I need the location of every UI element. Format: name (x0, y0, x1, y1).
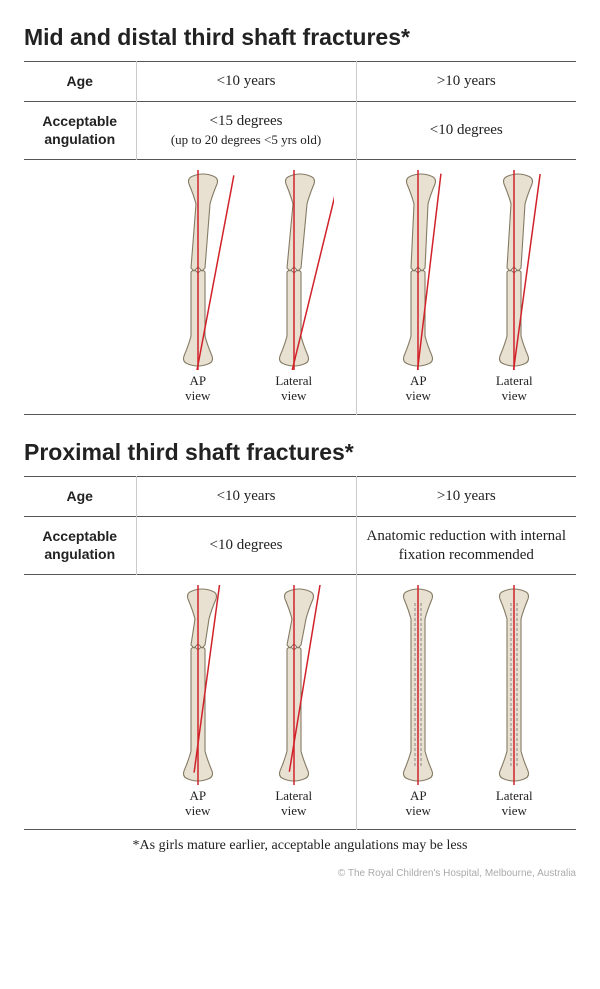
fracture-table: Age<10 years>10 years Acceptableangulatio… (24, 61, 576, 415)
row-label-age: Age (24, 477, 136, 517)
footnote: *As girls mature earlier, acceptable ang… (24, 838, 576, 854)
bone-figure: Lateralview (474, 585, 554, 819)
bone-diagram (378, 170, 458, 370)
view-label: APview (185, 374, 210, 404)
row-label-angulation: Acceptableangulation (24, 516, 136, 575)
bone-cell: APview Lateralview (356, 575, 576, 830)
bone-diagram (254, 585, 334, 785)
angulation-value: <15 degrees(up to 20 degrees <5 yrs old) (136, 101, 356, 160)
bone-diagram (474, 585, 554, 785)
bone-figure: APview (158, 585, 238, 819)
age-value: >10 years (356, 477, 576, 517)
view-label: APview (406, 374, 431, 404)
section-title: Proximal third shaft fractures* (24, 439, 576, 466)
age-value: <10 years (136, 477, 356, 517)
bone-figure: APview (378, 585, 458, 819)
bone-figure: Lateralview (474, 170, 554, 404)
bone-diagram (378, 585, 458, 785)
view-label: APview (185, 789, 210, 819)
view-label: Lateralview (496, 789, 533, 819)
row-label-empty (24, 575, 136, 830)
age-value: >10 years (356, 62, 576, 102)
bone-diagram (158, 170, 238, 370)
row-label-angulation: Acceptableangulation (24, 101, 136, 160)
angulation-value: <10 degrees (136, 516, 356, 575)
angulation-value: <10 degrees (356, 101, 576, 160)
view-label: APview (406, 789, 431, 819)
age-value: <10 years (136, 62, 356, 102)
bone-diagram (474, 170, 554, 370)
angulation-value: Anatomic reduction with internal fixatio… (356, 516, 576, 575)
section-title: Mid and distal third shaft fractures* (24, 24, 576, 51)
bone-figure: APview (378, 170, 458, 404)
view-label: Lateralview (496, 374, 533, 404)
bone-figure: APview (158, 170, 238, 404)
bone-cell: APview Lateralview (356, 160, 576, 415)
row-label-empty (24, 160, 136, 415)
copyright: © The Royal Children's Hospital, Melbour… (24, 868, 576, 879)
bone-cell: APview Lateralview (136, 575, 356, 830)
view-label: Lateralview (275, 789, 312, 819)
bone-figure: Lateralview (254, 585, 334, 819)
fracture-table: Age<10 years>10 years Acceptableangulatio… (24, 476, 576, 830)
bone-diagram (158, 585, 238, 785)
bone-diagram (254, 170, 334, 370)
bone-figure: Lateralview (254, 170, 334, 404)
angulation-note: (up to 20 degrees <5 yrs old) (171, 132, 321, 147)
bone-cell: APview Lateralview (136, 160, 356, 415)
view-label: Lateralview (275, 374, 312, 404)
row-label-age: Age (24, 62, 136, 102)
